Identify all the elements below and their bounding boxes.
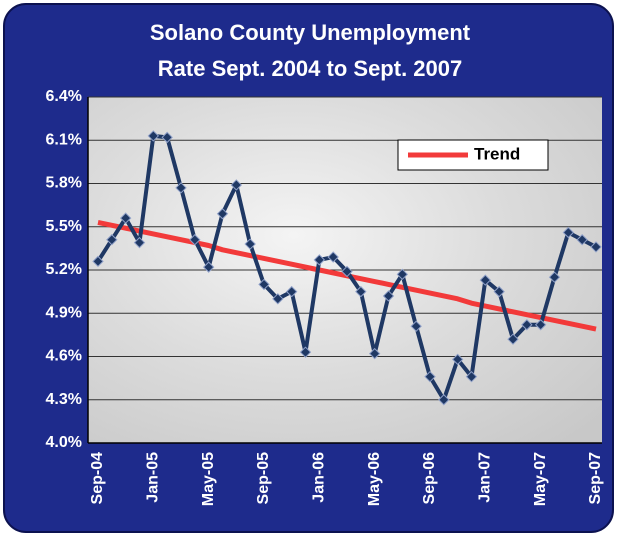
data-point [216,208,229,220]
data-point [493,285,505,298]
data-point [355,285,367,298]
data-point [341,265,353,278]
y-tick-label: 4.3% [46,391,82,408]
data-point [576,234,588,246]
data-point [368,347,381,360]
data-point [258,278,270,291]
y-tick-label: 5.5% [46,218,82,235]
data-point [410,320,422,332]
data-point [465,370,478,383]
data-point [534,319,547,331]
data-point [147,130,160,142]
x-tick-label: Sep-04 [89,452,106,505]
y-tick-label: 6.1% [46,131,82,148]
data-point [327,251,339,263]
data-point [202,261,215,273]
data-point [479,274,492,286]
data-point [451,353,464,366]
y-tick-label: 5.8% [46,175,82,192]
data-point [244,238,256,250]
y-tick-label: 6.4% [46,88,82,105]
data-point [562,226,575,239]
y-tick-label: 4.0% [46,434,82,451]
data-point [119,212,132,224]
x-tick-label: May-06 [366,452,383,506]
data-point [285,285,298,298]
data-point [161,131,173,144]
x-tick-label: May-05 [200,452,217,506]
data-point [313,254,326,266]
chart-title: Rate Sept. 2004 to Sept. 2007 [158,56,462,81]
data-point [106,234,118,246]
chart-title: Solano County Unemployment [150,20,471,45]
x-tick-label: Sep-06 [421,452,438,505]
y-tick-label: 5.2% [46,261,82,278]
legend-label: Trend [474,144,520,163]
data-point [548,271,561,283]
data-point [424,370,436,383]
data-point [299,346,312,358]
data-point [507,333,519,345]
x-tick-label: Jan-05 [145,452,162,503]
x-tick-label: Jan-07 [477,452,494,503]
data-point [230,179,243,191]
x-tick-label: Sep-07 [587,452,604,505]
y-tick-label: 4.6% [46,348,82,365]
data-point [590,241,602,253]
data-point [133,236,146,249]
data-point [175,182,187,194]
y-tick-label: 4.9% [46,304,82,321]
data-point [521,319,533,331]
data-point [396,268,409,281]
legend-box [397,139,549,171]
x-tick-label: Sep-05 [255,452,272,505]
data-point [272,293,284,305]
data-point [92,255,104,268]
data-point [438,394,450,406]
data-point [189,234,201,246]
x-tick-label: Jan-06 [311,452,328,503]
x-tick-label: May-07 [532,452,549,506]
data-point [382,290,395,302]
